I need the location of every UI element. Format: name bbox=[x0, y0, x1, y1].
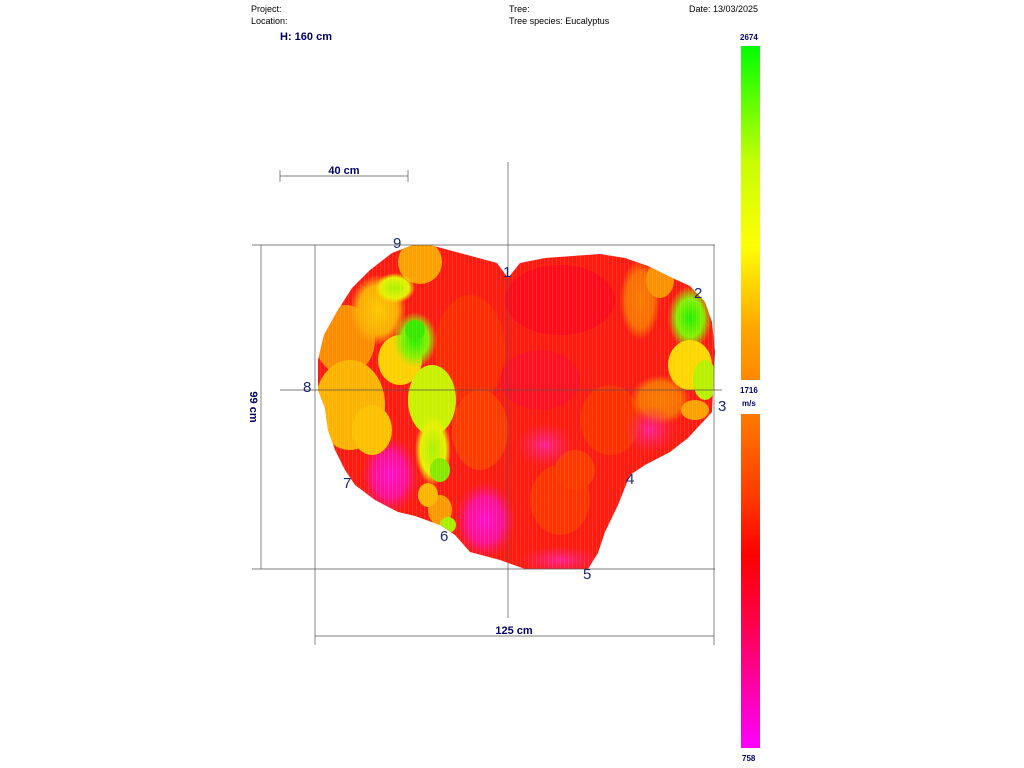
species-label: Tree species: Eucalyptus bbox=[509, 16, 610, 26]
sensor-5: 5 bbox=[583, 566, 591, 583]
sensor-9: 9 bbox=[393, 235, 401, 252]
scale-bar-lower bbox=[741, 414, 760, 748]
tree-label: Tree: bbox=[509, 4, 530, 14]
width-label: 125 cm bbox=[495, 625, 533, 637]
height-label: H: 160 cm bbox=[280, 31, 332, 43]
grid-frame bbox=[252, 162, 722, 645]
sensor-labels: 1 2 3 4 5 6 7 8 9 bbox=[303, 235, 726, 583]
depth-label: 99 cm bbox=[247, 391, 259, 422]
sensor-2: 2 bbox=[694, 285, 702, 302]
sensor-1: 1 bbox=[503, 264, 511, 281]
scale-bar-upper bbox=[741, 46, 760, 380]
project-label: Project: bbox=[251, 4, 282, 14]
sensor-6: 6 bbox=[440, 528, 448, 545]
scale-min-label: 758 bbox=[742, 754, 756, 763]
scale-bar-label: 40 cm bbox=[328, 165, 359, 177]
scale-max-label: 2674 bbox=[740, 33, 758, 42]
date-label: Date: 13/03/2025 bbox=[689, 4, 759, 14]
scale-mid-label: 1716 bbox=[740, 386, 758, 395]
scale-unit-label: m/s bbox=[742, 399, 756, 408]
velocity-map bbox=[318, 245, 715, 569]
sensor-7: 7 bbox=[343, 475, 351, 492]
sensor-4: 4 bbox=[626, 471, 634, 488]
location-label: Location: bbox=[251, 16, 288, 26]
sensor-3: 3 bbox=[718, 398, 726, 415]
sensor-8: 8 bbox=[303, 379, 311, 396]
